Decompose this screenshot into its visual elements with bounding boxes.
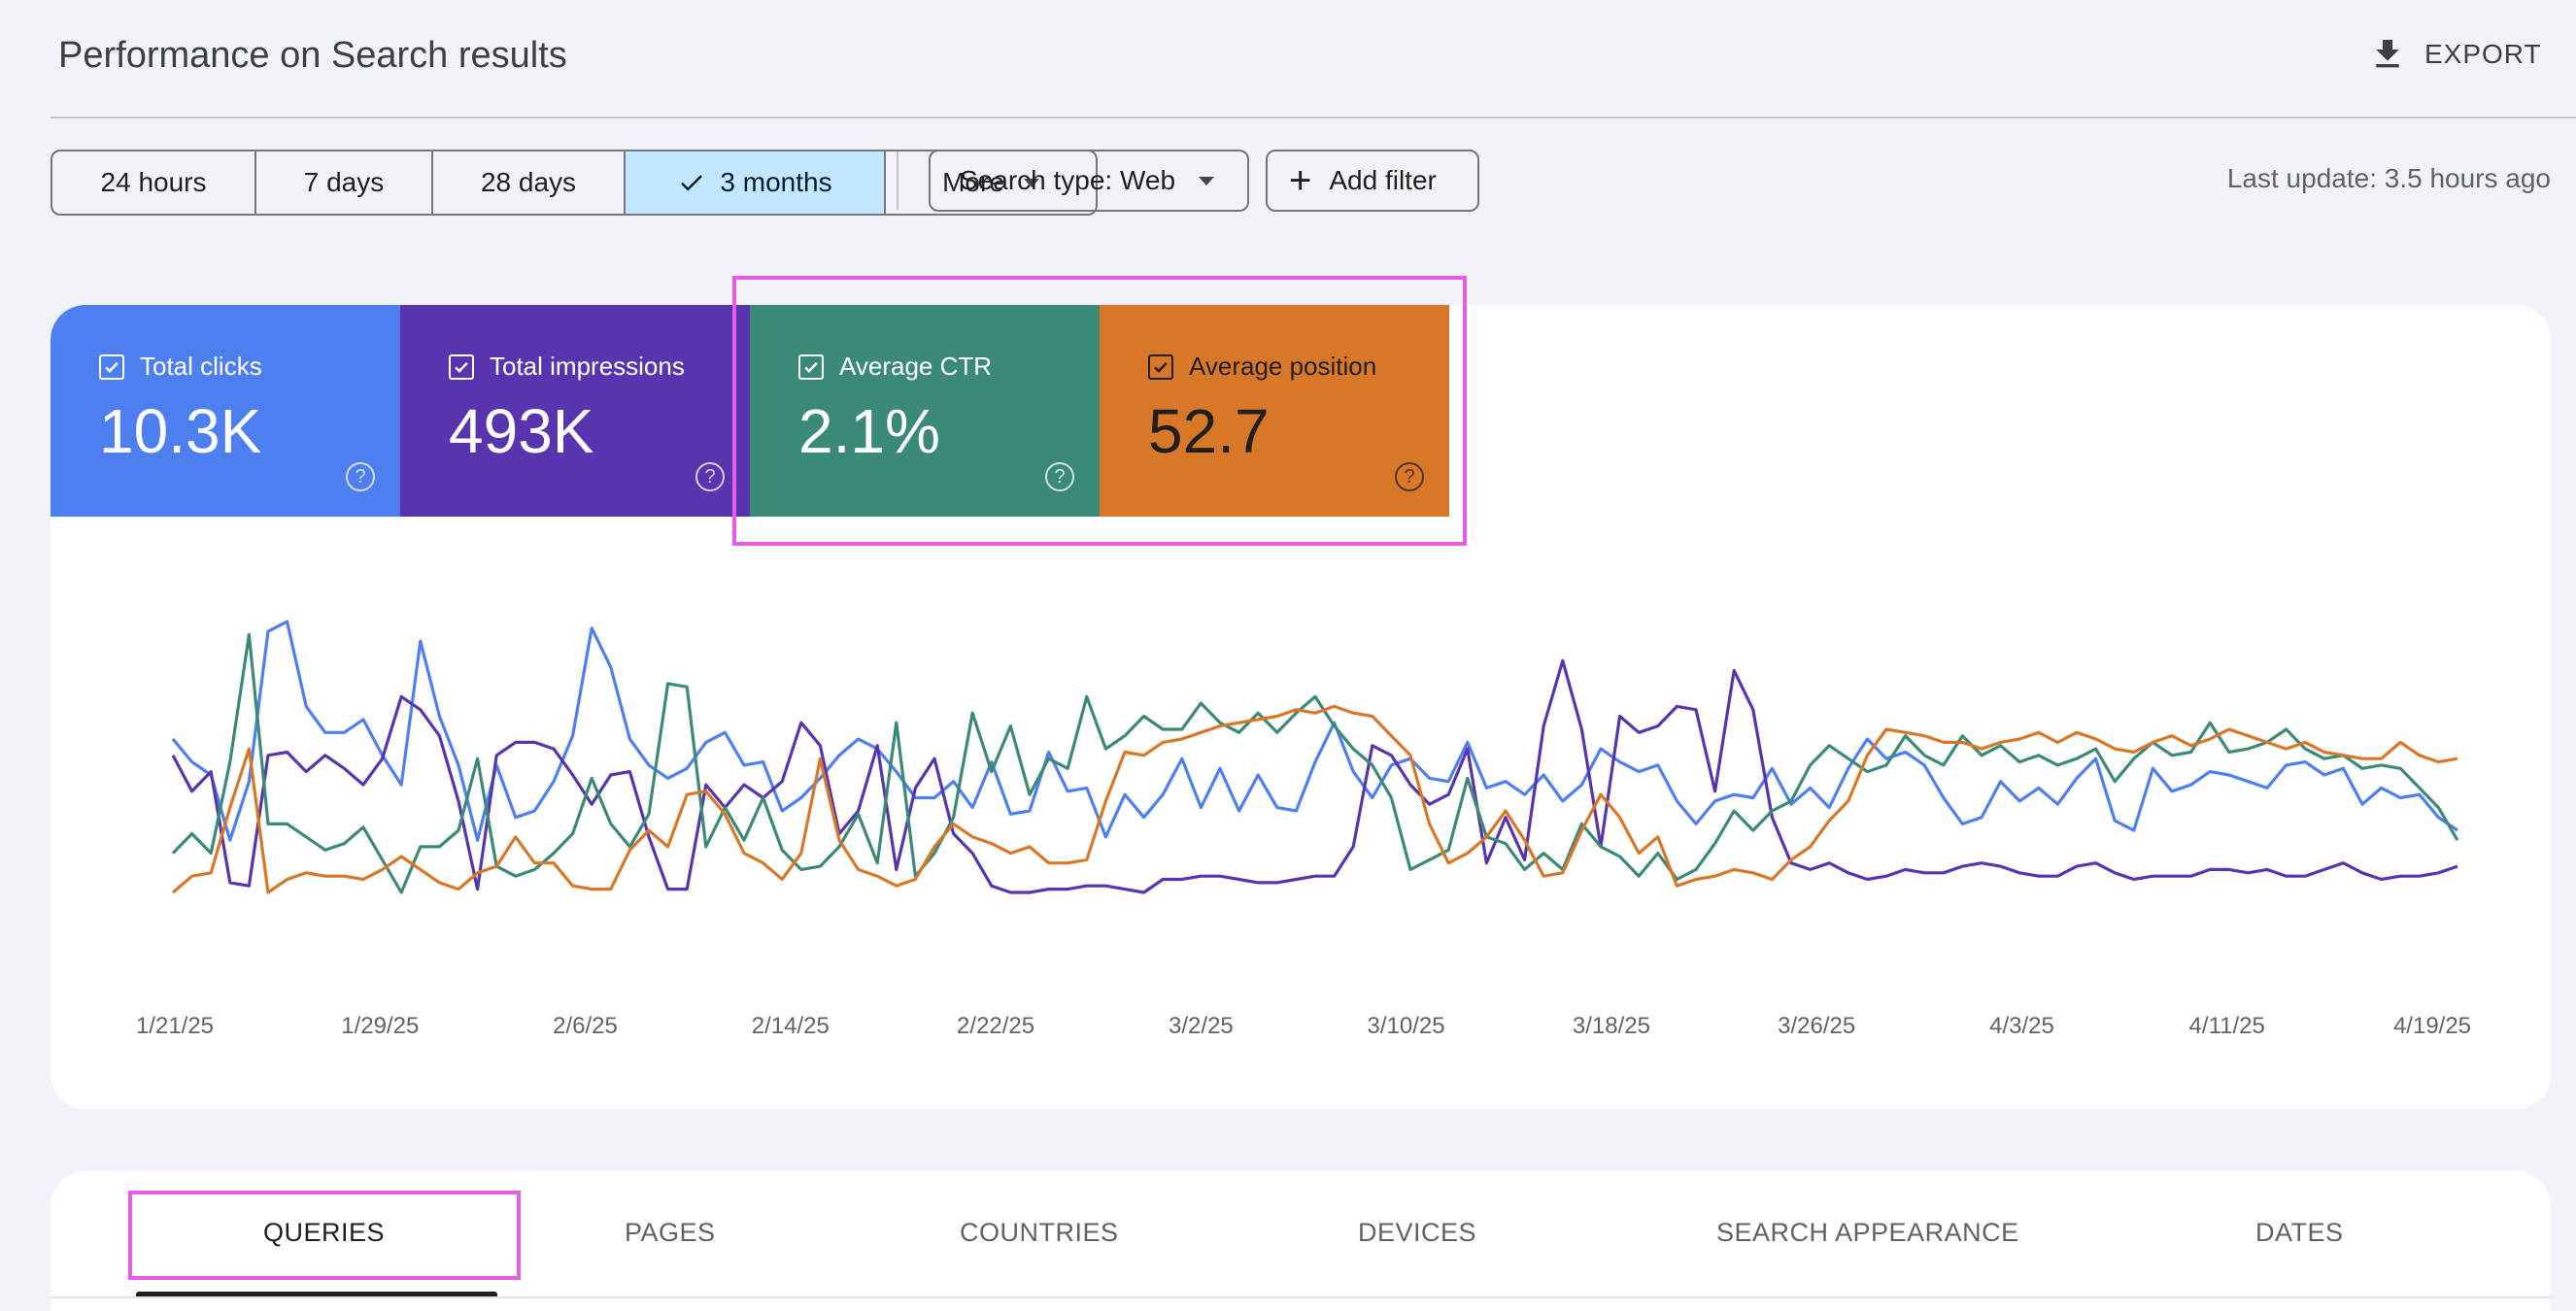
metric-average-ctr[interactable]: Average CTR 2.1% ?	[750, 305, 1100, 517]
help-icon[interactable]: ?	[695, 462, 725, 491]
x-tick-label: 1/21/25	[136, 1013, 214, 1039]
x-tick-label: 2/14/25	[752, 1013, 830, 1039]
page-title: Performance on Search results	[58, 35, 567, 76]
range-3-months-button[interactable]: 3 months	[626, 151, 886, 214]
checkbox-icon[interactable]	[1148, 353, 1173, 380]
help-icon[interactable]: ?	[1395, 462, 1424, 491]
dimension-tabs-card: QUERIES PAGES COUNTRIES DEVICES SEARCH A…	[51, 1171, 2551, 1311]
metric-value: 10.3K	[99, 396, 262, 466]
range-more-button[interactable]: More	[886, 151, 1096, 214]
add-filter-label: Add filter	[1329, 165, 1437, 195]
checkbox-icon[interactable]	[798, 353, 824, 380]
active-tab-indicator	[136, 1292, 497, 1296]
x-tick-label: 3/10/25	[1368, 1013, 1445, 1039]
checkbox-icon[interactable]	[99, 353, 124, 380]
series-line-total-impressions	[171, 658, 2458, 894]
series-line-average-position	[171, 704, 2458, 894]
help-icon[interactable]: ?	[1045, 462, 1074, 491]
x-tick-label: 4/11/25	[2189, 1013, 2265, 1039]
range-label: 3 months	[720, 167, 832, 197]
x-tick-label: 2/6/25	[553, 1013, 618, 1039]
metric-label: Average CTR	[839, 352, 993, 381]
range-label: 28 days	[480, 167, 577, 197]
dropdown-arrow-icon	[1199, 176, 1215, 185]
download-icon	[2376, 40, 2399, 68]
tab-countries[interactable]: COUNTRIES	[960, 1218, 1119, 1247]
x-tick-label: 1/29/25	[341, 1013, 419, 1039]
range-label: More	[942, 167, 1004, 197]
performance-chart-card: Total clicks 10.3K ? Total impressions 4…	[51, 305, 2551, 1109]
range-label: 7 days	[303, 167, 385, 197]
search-type-label: Search type: Web	[960, 165, 1176, 195]
metric-value: 52.7	[1148, 396, 1270, 466]
range-label: 24 hours	[100, 167, 207, 197]
help-icon[interactable]: ?	[346, 462, 375, 491]
range-7-days-button[interactable]: 7 days	[256, 151, 433, 214]
dropdown-arrow-icon	[1023, 178, 1039, 187]
x-tick-label: 3/18/25	[1573, 1013, 1650, 1039]
header-divider	[51, 117, 2576, 118]
metric-total-clicks[interactable]: Total clicks 10.3K ?	[51, 305, 400, 517]
x-tick-label: 3/26/25	[1778, 1013, 1855, 1039]
tab-queries[interactable]: QUERIES	[263, 1218, 386, 1247]
check-icon	[681, 175, 703, 191]
plus-icon: +	[1289, 159, 1312, 202]
checkbox-icon[interactable]	[449, 353, 474, 380]
series-line-total-clicks	[171, 620, 2458, 842]
metric-value: 493K	[449, 396, 594, 466]
add-filter-button[interactable]: + Add filter	[1266, 150, 1479, 212]
highlight-box-metrics	[732, 276, 1467, 546]
tab-search-appearance[interactable]: SEARCH APPEARANCE	[1716, 1218, 2019, 1247]
export-label: EXPORT	[2424, 39, 2542, 69]
x-tick-label: 4/19/25	[2393, 1013, 2471, 1039]
search-type-dropdown[interactable]: Search type: Web	[929, 150, 1249, 212]
tab-dates[interactable]: DATES	[2255, 1218, 2344, 1247]
highlight-box-queries-tab	[128, 1191, 521, 1280]
performance-line-chart: 1/21/25 1/29/25 2/6/25 2/14/25 2/22/25 3/2/25…	[136, 620, 2471, 1039]
tab-devices[interactable]: DEVICES	[1358, 1218, 1477, 1247]
series-line-average-ctr	[171, 632, 2459, 894]
range-24-hours-button[interactable]: 24 hours	[52, 151, 256, 214]
x-tick-label: 2/22/25	[957, 1013, 1034, 1039]
tab-pages[interactable]: PAGES	[625, 1218, 716, 1247]
date-range-selector: 24 hours 7 days 28 days 3 months More	[51, 150, 1098, 216]
metric-total-impressions[interactable]: Total impressions 493K ?	[400, 305, 750, 517]
metric-label: Total impressions	[490, 352, 685, 381]
toolbar-separator	[897, 151, 898, 210]
x-tick-label: 4/3/25	[1989, 1013, 2054, 1039]
metric-average-position[interactable]: Average position 52.7 ?	[1100, 305, 1449, 517]
metric-label: Total clicks	[140, 352, 262, 381]
export-button[interactable]: EXPORT	[2368, 29, 2542, 80]
metric-label: Average position	[1189, 352, 1377, 381]
metric-value: 2.1%	[798, 396, 940, 466]
range-28-days-button[interactable]: 28 days	[433, 151, 626, 214]
tabs-divider	[51, 1296, 2551, 1298]
x-tick-label: 3/2/25	[1169, 1013, 1234, 1039]
last-update-text: Last update: 3.5 hours ago	[2226, 163, 2551, 193]
